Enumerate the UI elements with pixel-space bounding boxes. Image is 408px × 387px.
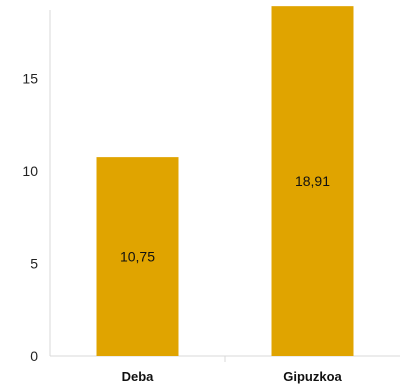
y-tick-label: 15 <box>22 71 38 87</box>
y-tick-label: 0 <box>30 348 38 364</box>
bar <box>96 157 179 356</box>
x-category-label: Deba <box>122 369 155 384</box>
bar <box>271 6 354 356</box>
bar-data-label: 18,91 <box>295 173 330 189</box>
y-tick-label: 10 <box>22 163 38 179</box>
y-tick-label: 5 <box>30 256 38 272</box>
x-category-label: Gipuzkoa <box>283 369 342 384</box>
bar-data-label: 10,75 <box>120 249 155 265</box>
